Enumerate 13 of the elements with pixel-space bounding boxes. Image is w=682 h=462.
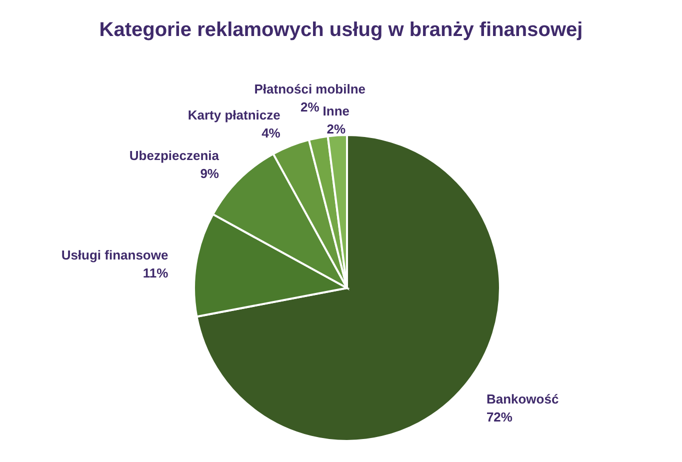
slice-label: Ubezpieczenia bbox=[129, 148, 220, 164]
chart-title: Kategorie reklamowych usług w branży finansowej bbox=[99, 19, 583, 41]
data-label: 2% bbox=[300, 100, 320, 115]
data-label: 72% bbox=[486, 409, 513, 424]
data-label: 4% bbox=[262, 126, 281, 141]
data-label: 11% bbox=[142, 266, 169, 281]
data-label: 2% bbox=[326, 121, 346, 136]
slice-label: Inne bbox=[322, 103, 350, 118]
slice-label: Bankowość bbox=[486, 391, 559, 406]
slice-label: Karty płatnicze bbox=[188, 108, 280, 123]
slice-label: Usługi finansowe bbox=[61, 248, 168, 263]
slice-label: Płatności mobilne bbox=[254, 82, 366, 97]
data-label: 9% bbox=[200, 166, 220, 182]
